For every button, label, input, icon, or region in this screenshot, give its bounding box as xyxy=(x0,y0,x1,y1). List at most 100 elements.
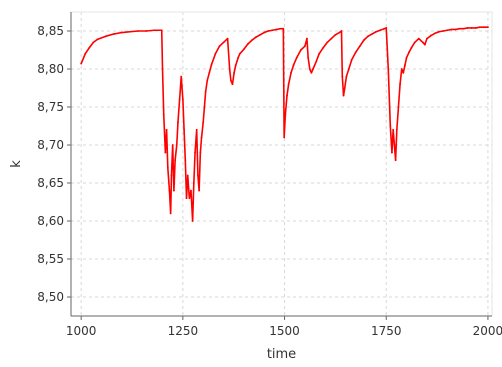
data-point xyxy=(218,45,221,48)
data-point xyxy=(322,46,325,49)
data-point xyxy=(129,30,131,33)
x-tick-label: 1500 xyxy=(269,324,300,338)
data-point xyxy=(104,35,107,38)
data-point xyxy=(200,136,203,139)
data-point xyxy=(307,56,310,59)
y-tick-label: 8,55 xyxy=(37,252,64,266)
data-point xyxy=(203,106,206,108)
y-tick-label: 8,50 xyxy=(37,290,64,304)
data-point xyxy=(234,64,237,67)
data-point xyxy=(487,26,489,29)
data-point xyxy=(242,48,245,51)
data-point xyxy=(442,30,445,32)
data-point xyxy=(188,197,191,200)
data-point xyxy=(402,71,405,74)
data-point xyxy=(303,45,306,48)
data-point xyxy=(358,45,361,48)
data-point xyxy=(282,27,285,30)
data-point xyxy=(271,29,274,32)
x-tick-label: 1250 xyxy=(168,324,199,338)
y-tick-label: 8,85 xyxy=(37,24,64,38)
data-point xyxy=(263,31,266,34)
data-point xyxy=(389,125,392,127)
data-point xyxy=(237,56,240,59)
data-point xyxy=(275,28,278,31)
data-point xyxy=(287,83,290,86)
data-point xyxy=(395,128,398,131)
data-point xyxy=(306,37,308,40)
data-point xyxy=(367,35,369,38)
data-point xyxy=(80,62,83,65)
data-point xyxy=(299,49,302,51)
data-point xyxy=(343,87,346,89)
data-point xyxy=(169,212,172,215)
data-point xyxy=(318,52,321,55)
data-point xyxy=(326,41,329,44)
data-point xyxy=(162,113,165,116)
data-point xyxy=(292,64,295,67)
data-point xyxy=(290,71,292,74)
data-point xyxy=(430,34,432,37)
data-point xyxy=(397,106,400,108)
data-point xyxy=(450,28,453,31)
data-point xyxy=(177,121,179,124)
data-point xyxy=(210,64,213,67)
data-point xyxy=(284,113,287,116)
data-point xyxy=(168,189,171,192)
x-axis-label: time xyxy=(267,347,296,362)
data-point xyxy=(88,46,91,49)
data-point xyxy=(199,151,202,154)
data-point xyxy=(426,37,428,40)
data-point xyxy=(400,68,403,70)
data-point xyxy=(228,68,231,70)
data-point xyxy=(341,75,344,78)
y-tick-label: 8,65 xyxy=(37,176,64,190)
data-point xyxy=(92,41,95,44)
data-point xyxy=(315,60,318,63)
data-point xyxy=(112,33,115,35)
data-point xyxy=(466,27,469,29)
data-point xyxy=(474,27,477,29)
data-point xyxy=(478,26,481,29)
data-point xyxy=(371,33,373,35)
data-point xyxy=(251,39,253,42)
data-point xyxy=(354,51,357,54)
data-point xyxy=(462,27,465,30)
data-point xyxy=(362,39,365,42)
data-point xyxy=(175,144,178,146)
x-tick-label: 1750 xyxy=(371,324,402,338)
data-point xyxy=(160,29,163,32)
data-point xyxy=(206,79,209,82)
data-point xyxy=(195,128,198,131)
x-tick-label: 2000 xyxy=(473,324,502,338)
y-tick-label: 8,70 xyxy=(37,138,64,152)
data-point xyxy=(283,136,286,139)
data-point xyxy=(310,71,313,74)
data-point xyxy=(208,71,211,74)
data-point xyxy=(470,27,473,29)
data-point xyxy=(192,182,195,184)
grid-lines xyxy=(71,12,492,316)
data-point xyxy=(391,151,393,154)
x-axis-ticks: 1000 1250 1500 1750 2000 xyxy=(66,316,502,338)
data-point xyxy=(170,174,173,177)
data-point xyxy=(173,189,175,192)
data-point xyxy=(393,144,396,146)
data-point xyxy=(259,33,262,36)
data-point xyxy=(96,38,99,41)
data-point xyxy=(229,79,232,82)
data-point xyxy=(165,128,168,131)
data-point xyxy=(434,32,436,35)
data-point xyxy=(392,128,395,131)
data-point xyxy=(184,159,187,162)
data-point xyxy=(394,159,397,162)
data-point xyxy=(137,30,140,32)
data-point xyxy=(454,28,457,31)
data-point xyxy=(198,189,201,192)
data-point xyxy=(410,46,413,49)
y-axis-ticks: 8,50 8,55 8,60 8,65 8,70 8,75 8,80 8,85 xyxy=(37,24,71,304)
data-point xyxy=(340,30,343,32)
data-point xyxy=(482,26,485,29)
data-point xyxy=(247,43,249,45)
